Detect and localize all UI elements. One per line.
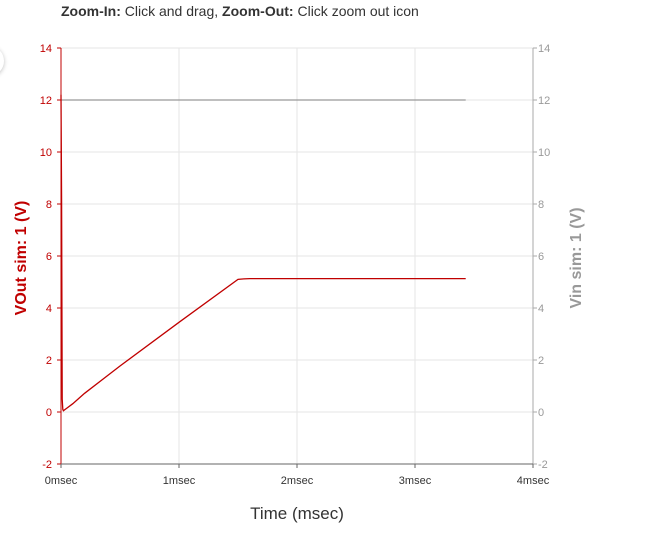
y-tick-label-right: 8 <box>538 199 544 211</box>
y-tick-label-left: 4 <box>46 303 52 315</box>
y-tick-label-left: 6 <box>46 251 52 263</box>
y-tick-label-right: 12 <box>538 95 550 107</box>
x-axis-title: Time (msec) <box>250 504 344 523</box>
series-line-vout <box>60 94 466 412</box>
y-tick-label-right: 4 <box>538 303 544 315</box>
zoom-out-label: Zoom-Out: <box>222 3 294 19</box>
x-tick-label: 1msec <box>163 475 196 487</box>
y-tick-label-left: 2 <box>46 355 52 367</box>
y-tick-label-right: 14 <box>538 43 550 55</box>
zoom-in-label: Zoom-In: <box>61 3 121 19</box>
zoom-instructions: Zoom-In: Click and drag, Zoom-Out: Click… <box>61 3 419 19</box>
x-tick-label: 2msec <box>281 475 314 487</box>
y-tick-label-right: 10 <box>538 147 550 159</box>
y-tick-label-right: 6 <box>538 251 544 263</box>
y-axis-title-left: VOut sim: 1 (V) <box>13 201 30 316</box>
y-tick-label-left: -2 <box>42 459 52 471</box>
y-tick-label-right: -2 <box>538 459 548 471</box>
side-panel-toggle[interactable] <box>0 46 4 76</box>
y-tick-label-left: 14 <box>40 43 52 55</box>
y-tick-label-left: 8 <box>46 199 52 211</box>
x-tick-label: 4msec <box>517 475 550 487</box>
y-axis-title-right: Vin sim: 1 (V) <box>568 207 585 308</box>
x-tick-label: 0msec <box>45 475 78 487</box>
axes <box>57 47 537 468</box>
tick-labels: -2 -2 0 0 2 2 4 4 6 6 8 8 10 10 12 12 14 14 0msec 1msec 2mse… <box>40 43 551 487</box>
y-tick-label-right: 2 <box>538 355 544 367</box>
zoom-in-text: Click and drag, <box>120 3 223 19</box>
y-tick-label-right: 0 <box>538 407 544 419</box>
y-tick-label-left: 0 <box>46 407 52 419</box>
series-lines <box>60 94 466 412</box>
zoom-out-text: Click zoom out icon <box>293 3 419 19</box>
x-tick-label: 3msec <box>399 475 432 487</box>
grid <box>61 47 534 464</box>
y-tick-label-left: 10 <box>40 147 52 159</box>
y-tick-label-left: 12 <box>40 95 52 107</box>
